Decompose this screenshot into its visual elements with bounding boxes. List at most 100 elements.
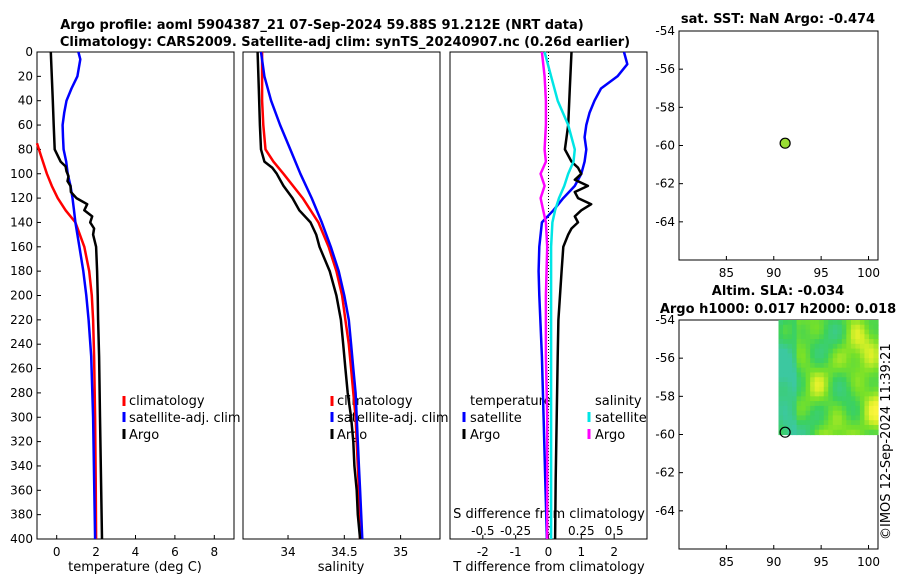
x-tick-label-s: 0.25 bbox=[568, 524, 595, 538]
sla-cell bbox=[778, 377, 784, 383]
sla-cell bbox=[810, 401, 816, 407]
sla-cell bbox=[850, 410, 856, 417]
sla-cell bbox=[819, 391, 825, 397]
sla-cell bbox=[873, 339, 879, 345]
x-tick-label: 4 bbox=[132, 545, 140, 559]
sla-cell bbox=[873, 401, 879, 407]
sla-cell bbox=[828, 324, 834, 331]
x-tick-label: 0 bbox=[53, 545, 61, 559]
sla-cell bbox=[828, 362, 834, 369]
sla-cell bbox=[850, 339, 856, 345]
sst-y-tick-label: -64 bbox=[655, 215, 675, 229]
sla-cell bbox=[868, 415, 875, 421]
sla-cell bbox=[783, 405, 789, 412]
sla-cell bbox=[796, 339, 802, 345]
sla-map-title-line1: Altim. SLA: -0.034 bbox=[712, 284, 844, 299]
sla-cell bbox=[805, 358, 811, 364]
sla-cell bbox=[837, 382, 843, 388]
sla-map-title-line2: Argo h1000: 0.017 h2000: 0.018 bbox=[660, 302, 896, 317]
sla-cell bbox=[787, 391, 793, 397]
difference-xlabel: T difference from climatology bbox=[452, 560, 645, 575]
sla-cell bbox=[868, 396, 875, 402]
sla-cell bbox=[819, 377, 825, 383]
sla-cell bbox=[873, 353, 879, 359]
sla-cell bbox=[810, 353, 816, 359]
sla-cell bbox=[823, 410, 829, 417]
sla-cell bbox=[864, 353, 870, 359]
sla-cell bbox=[801, 377, 807, 383]
sla-cell bbox=[792, 339, 798, 345]
y-tick-label: 200 bbox=[10, 289, 33, 303]
sla-cell bbox=[850, 358, 856, 364]
sla-cell bbox=[796, 329, 802, 335]
sla-cell bbox=[846, 386, 852, 393]
sla-cell bbox=[819, 334, 825, 340]
y-tick-label: 240 bbox=[10, 337, 33, 351]
sla-cell bbox=[828, 367, 834, 374]
sla-cell bbox=[787, 348, 793, 354]
sla-cell bbox=[796, 348, 802, 354]
sla-cell bbox=[819, 367, 825, 374]
sla-cell bbox=[864, 396, 870, 402]
sla-cell bbox=[792, 415, 798, 421]
sla-cell bbox=[828, 320, 834, 326]
sla-cell bbox=[801, 343, 807, 350]
sla-cell bbox=[801, 429, 807, 436]
y-tick-label: 340 bbox=[10, 459, 33, 473]
sla-cell bbox=[778, 362, 784, 369]
sla-cell bbox=[855, 320, 861, 326]
sla-cell bbox=[787, 415, 793, 421]
sla-cell bbox=[828, 382, 834, 388]
sla-cell bbox=[859, 324, 866, 331]
sla-cell bbox=[841, 415, 847, 421]
sla-y-tick-label: -54 bbox=[655, 313, 675, 327]
sla-cell bbox=[823, 334, 829, 340]
sla-cell bbox=[873, 420, 879, 426]
sla-cell bbox=[819, 329, 825, 335]
sla-cell bbox=[823, 382, 829, 388]
legend-label-s-argo: Argo bbox=[595, 428, 625, 443]
sla-cell bbox=[810, 410, 816, 417]
sla-cell bbox=[805, 353, 811, 359]
sst-x-tick-label: 100 bbox=[857, 266, 880, 280]
temp-series-satellite bbox=[61, 51, 97, 540]
sst-x-tick-label: 95 bbox=[814, 266, 829, 280]
x-tick-label: 35 bbox=[393, 545, 408, 559]
sla-cell bbox=[792, 348, 798, 354]
sla-cell bbox=[787, 377, 793, 383]
sla-cell bbox=[850, 367, 856, 374]
sla-cell bbox=[864, 415, 870, 421]
sla-cell bbox=[796, 391, 802, 397]
sla-cell bbox=[810, 382, 816, 388]
sla-cell bbox=[783, 367, 789, 374]
sla-cell bbox=[810, 391, 816, 397]
y-tick-label: 220 bbox=[10, 313, 33, 327]
sla-cell bbox=[864, 334, 870, 340]
sla-cell bbox=[850, 353, 856, 359]
sla-cell bbox=[868, 343, 875, 350]
sla-cell bbox=[787, 329, 793, 335]
sla-cell bbox=[828, 401, 834, 407]
sla-cell bbox=[805, 386, 811, 393]
sla-cell bbox=[873, 391, 879, 397]
sla-cell bbox=[841, 391, 847, 397]
y-tick-label: 140 bbox=[10, 215, 33, 229]
temp-series-argo bbox=[49, 51, 104, 540]
sla-cell bbox=[778, 320, 784, 326]
y-tick-label: 20 bbox=[18, 69, 33, 83]
sla-cell bbox=[810, 348, 816, 354]
sla-cell bbox=[832, 420, 838, 426]
sla-cell bbox=[814, 420, 820, 426]
sla-cell bbox=[832, 396, 838, 402]
sla-cell bbox=[805, 410, 811, 417]
sla-cell bbox=[801, 396, 807, 402]
sla-cell bbox=[792, 401, 798, 407]
sla-cell bbox=[864, 358, 870, 364]
sla-cell bbox=[868, 367, 875, 374]
sla-cell bbox=[801, 358, 807, 364]
sla-cell bbox=[823, 401, 829, 407]
sla-cell bbox=[787, 339, 793, 345]
sla-cell bbox=[846, 367, 852, 374]
sla-cell bbox=[778, 386, 784, 393]
